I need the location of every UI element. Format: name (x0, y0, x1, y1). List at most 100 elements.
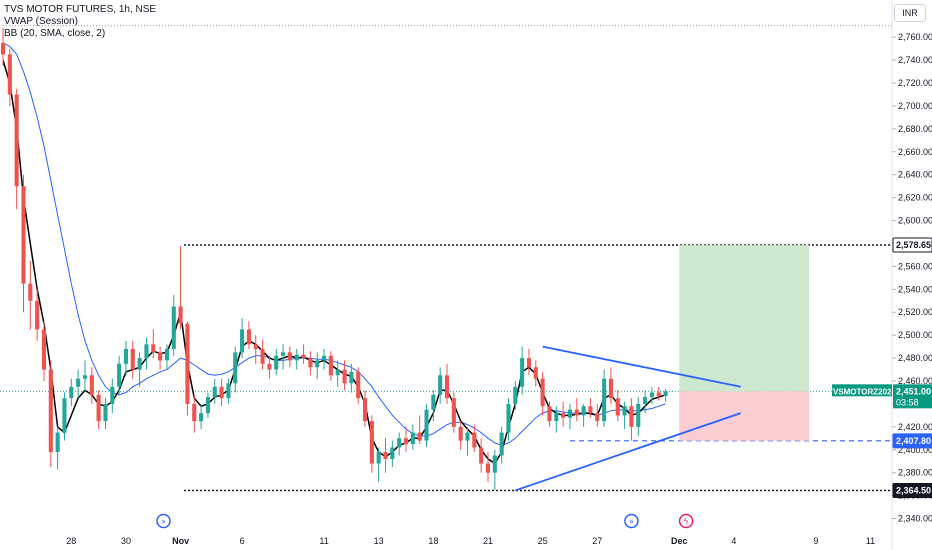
candle-body (301, 354, 306, 359)
stop-price-label-bg (892, 433, 932, 449)
target-zone (679, 245, 810, 392)
y-tick-label: 2,520.00 (898, 307, 932, 317)
y-tick-label: 2,760.00 (898, 32, 932, 42)
candle-body (117, 363, 122, 387)
bb-indicator-label[interactable]: BB (20, SMA, close, 2) (4, 28, 106, 39)
candle-body (321, 355, 327, 361)
candle-body (656, 392, 661, 396)
candle-body (151, 344, 156, 353)
candle-body (349, 371, 354, 384)
candle-body (444, 375, 450, 399)
long-position-tool[interactable] (679, 245, 810, 441)
x-tick-label: 11 (319, 536, 328, 546)
candle-body (649, 392, 654, 398)
low-price-label-bg (892, 482, 932, 498)
candle-body (246, 329, 251, 345)
candle-body (554, 413, 559, 422)
candle-body (629, 406, 634, 427)
x-tick-label: 9 (813, 536, 818, 546)
candle-body (192, 403, 197, 422)
stop-price-label: 2,407.80 (896, 436, 931, 446)
candle-body (219, 386, 224, 399)
y-tick-label: 2,640.00 (898, 170, 932, 180)
candle-body (636, 403, 641, 427)
candle-body (41, 329, 47, 370)
candle-body (110, 386, 115, 404)
y-tick-label: 2,420.00 (898, 422, 932, 432)
flash-icon-glyph: ϟ (683, 517, 688, 526)
forward-arrow-icon[interactable] (156, 513, 171, 529)
candle-body (567, 409, 573, 418)
candle-body (376, 452, 381, 464)
y-tick-label: 2,620.00 (898, 193, 932, 203)
candle-body (130, 348, 135, 370)
candle-body (267, 363, 272, 370)
candle-body (458, 426, 463, 441)
event-icons[interactable]: » » ϟ (156, 513, 694, 529)
triangle-trendline (515, 412, 742, 492)
candle-body (479, 447, 484, 464)
target-price-label-bg (892, 237, 932, 253)
candle-body (240, 329, 245, 353)
y-tick-label: 2,560.00 (898, 261, 932, 271)
y-tick-label: 2,740.00 (898, 55, 932, 65)
candle-body (383, 452, 388, 459)
candles (0, 28, 668, 490)
candle-body (205, 397, 210, 414)
stop-zone (679, 391, 810, 441)
flash-icon[interactable] (678, 513, 694, 529)
candle-body (62, 398, 67, 433)
candle-body (595, 413, 600, 422)
time-axis[interactable]: 28 30 Nov 6 11 13 18 21 25 27 Dec 4 9 11 (66, 536, 875, 546)
candle-body (424, 409, 429, 441)
candle-body (335, 369, 340, 376)
target-price-label: 2,578.65 (896, 240, 931, 250)
currency-button[interactable]: INR (894, 4, 926, 22)
y-tick-label: 2,480.00 (898, 353, 932, 363)
candle-body (397, 438, 402, 448)
trendlines[interactable] (515, 345, 742, 492)
x-tick-label: 28 (66, 536, 76, 546)
x-tick-label: 18 (428, 536, 438, 546)
symbol-badge-bg (832, 384, 892, 397)
candle-body (417, 432, 422, 441)
candle-body (164, 348, 169, 361)
candle-body (431, 394, 436, 410)
last-price-bg (893, 384, 932, 409)
candle-body (403, 438, 409, 445)
candle-body (328, 355, 333, 376)
x-tick-label: Nov (172, 536, 189, 546)
candle-body (69, 386, 74, 399)
bb-basis-line (2, 42, 666, 446)
candle-body (55, 432, 60, 453)
candle-body (663, 391, 668, 396)
forward-arrow-icon-glyph: » (629, 517, 634, 526)
candle-body (315, 360, 320, 368)
candle-body (574, 409, 579, 416)
candle-body (96, 394, 101, 422)
candle-body (499, 432, 504, 456)
forward-arrow-icon[interactable] (624, 513, 639, 529)
y-tick-label: 2,600.00 (898, 216, 932, 226)
vwap-indicator-label[interactable]: VWAP (Session) (4, 16, 78, 27)
y-tick-label: 2,340.00 (898, 514, 932, 524)
x-tick-label: 27 (592, 536, 602, 546)
candle-body (492, 455, 497, 473)
candle-body (137, 358, 142, 370)
candle-body (7, 54, 12, 95)
y-tick-label: 2,660.00 (898, 147, 932, 157)
y-tick-label: 2,400.00 (898, 445, 932, 455)
x-tick-label: 4 (731, 536, 736, 546)
candle-body (533, 367, 538, 379)
candle-body (615, 398, 620, 416)
price-axis[interactable]: 2,340.002,360.002,380.002,400.002,420.00… (891, 0, 932, 550)
symbol-badge: TVSMOTORZ2024 (828, 387, 896, 396)
candle-body (540, 378, 545, 407)
candle-body (274, 355, 279, 370)
candle-body (643, 397, 648, 404)
countdown-label: 03:58 (896, 397, 919, 407)
candle-body (287, 352, 292, 361)
y-tick-label: 2,540.00 (898, 284, 932, 294)
